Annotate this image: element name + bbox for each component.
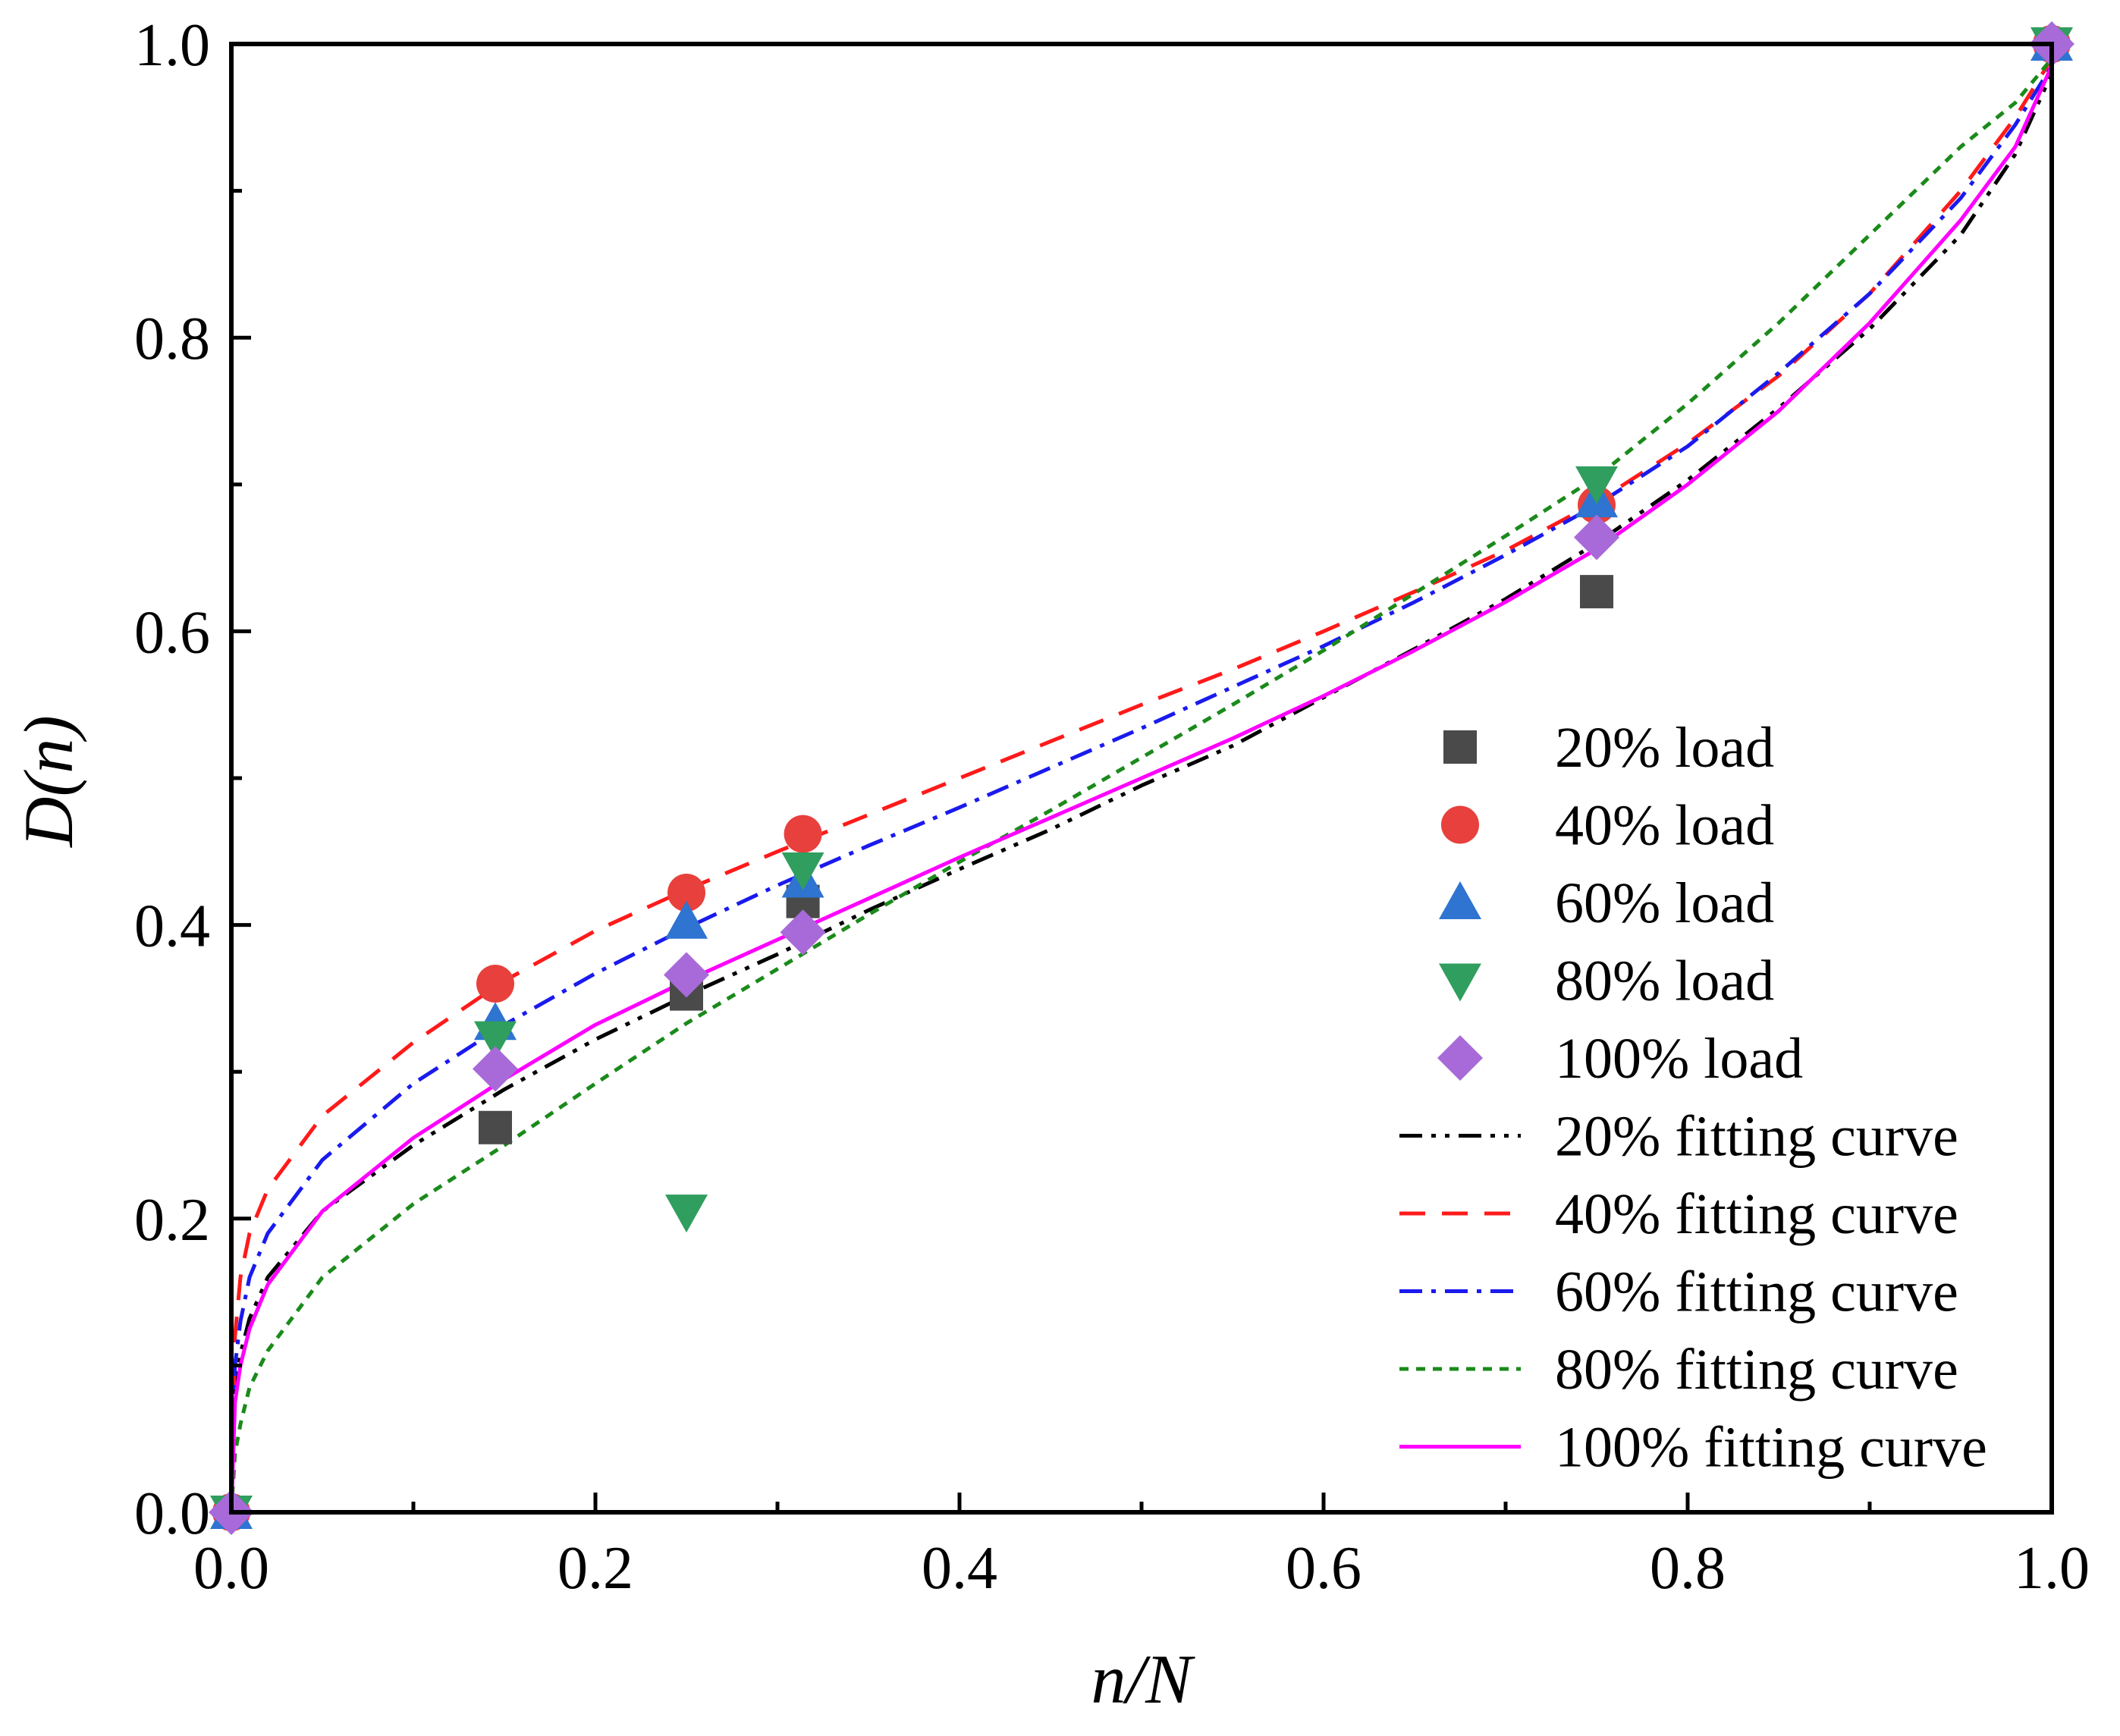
legend-label: 60% load — [1555, 871, 1774, 935]
fitting-curves — [231, 57, 2052, 1512]
legend-marker-100-load — [1437, 1035, 1483, 1081]
curve-100-fitting-curve — [231, 64, 2052, 1512]
point-40-load — [667, 874, 705, 912]
point-80-load — [781, 852, 824, 891]
curve-60-fitting-curve — [231, 64, 2052, 1512]
legend-marker-80-load — [1439, 963, 1481, 1002]
point-40-load — [784, 815, 822, 853]
legend-label: 80% fitting curve — [1555, 1338, 1958, 1402]
legend-label: 60% fitting curve — [1555, 1260, 1958, 1324]
point-100-load — [664, 952, 709, 998]
curve-20-fitting-curve — [231, 72, 2052, 1512]
legend-label: 20% load — [1555, 716, 1774, 780]
point-80-load — [665, 1194, 708, 1233]
y-tick-label: 0.4 — [134, 893, 210, 960]
point-60-load — [665, 900, 708, 939]
legend: 20% load 40% load 60% load 80% load 100% loa… — [1399, 716, 1987, 1480]
point-20-load — [479, 1110, 512, 1144]
point-20-load — [1580, 575, 1613, 609]
x-axis-title: n/N — [1091, 1640, 1196, 1718]
legend-label: 80% load — [1555, 950, 1774, 1013]
x-tick-label: 0.6 — [1286, 1535, 1362, 1602]
legend-marker-60-load — [1439, 881, 1481, 919]
point-80-load — [1575, 466, 1618, 504]
legend-label: 40% fitting curve — [1555, 1182, 1958, 1246]
point-40-load — [476, 965, 514, 1003]
x-tick-label: 0.4 — [922, 1535, 997, 1602]
x-tick-label: 0.2 — [557, 1535, 633, 1602]
axis-ticks: 0.0 0.2 0.4 0.6 0.8 1.0 0.0 0.2 0.4 0.6 0.8 1.0 — [134, 12, 2090, 1602]
y-tick-label: 0.2 — [134, 1187, 210, 1254]
y-tick-label: 1.0 — [134, 12, 210, 79]
legend-label: 100% load — [1555, 1027, 1803, 1091]
point-100-load — [473, 1046, 518, 1092]
x-tick-label: 0.8 — [1650, 1535, 1726, 1602]
legend-marker-40-load — [1441, 805, 1479, 844]
legend-label: 20% fitting curve — [1555, 1105, 1958, 1169]
y-tick-label: 0.6 — [134, 599, 210, 666]
point-100-load — [780, 909, 826, 956]
point-80-load — [474, 1021, 517, 1059]
legend-label: 100% fitting curve — [1555, 1416, 1987, 1480]
x-tick-label: 1.0 — [2014, 1535, 2090, 1602]
y-tick-label: 0.8 — [134, 306, 210, 372]
y-tick-label: 0.0 — [134, 1480, 210, 1547]
x-tick-label: 0.0 — [193, 1535, 269, 1602]
point-100-load — [1574, 514, 1619, 560]
legend-label: 40% load — [1555, 794, 1774, 858]
legend-marker-20-load — [1443, 730, 1477, 764]
y-axis-title: D(n) — [10, 715, 87, 849]
